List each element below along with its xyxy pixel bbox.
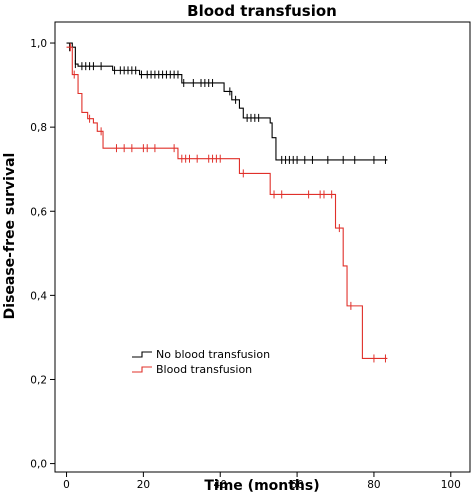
legend: No blood transfusion Blood transfusion	[132, 348, 270, 376]
y-tick-label: 0,8	[30, 122, 47, 134]
x-tick-label: 0	[63, 479, 70, 491]
axis-ticks: 0 20 40 60 80 100 0,0 0,2 0,4 0,6 0,8 1,0	[30, 38, 461, 491]
legend-swatch	[132, 351, 152, 358]
plot-frame	[54, 21, 471, 473]
x-tick-label: 80	[367, 479, 380, 491]
survival-step-line	[66, 42, 388, 161]
x-tick-label: 60	[290, 479, 303, 491]
legend-label: No blood transfusion	[156, 348, 270, 361]
y-tick-label: 0,4	[30, 290, 47, 302]
x-tick-label: 40	[214, 479, 227, 491]
survival-curves	[66, 42, 388, 363]
x-tick-label: 20	[137, 479, 150, 491]
x-axis-label: Time (months)	[204, 478, 319, 494]
survival-step-line	[66, 46, 388, 359]
y-tick-label: 0,2	[30, 374, 47, 386]
y-tick-label: 1,0	[30, 38, 47, 50]
series-transfusion	[66, 43, 388, 363]
legend-label: Blood transfusion	[156, 363, 252, 376]
chart-title: Blood transfusion	[187, 2, 337, 20]
x-tick-label: 100	[441, 479, 461, 491]
y-tick-label: 0,0	[30, 459, 47, 471]
y-axis-label: Disease-free survival	[2, 153, 18, 320]
legend-swatch	[132, 366, 152, 373]
series-no-transfusion	[66, 42, 388, 164]
y-tick-label: 0,6	[30, 206, 47, 218]
